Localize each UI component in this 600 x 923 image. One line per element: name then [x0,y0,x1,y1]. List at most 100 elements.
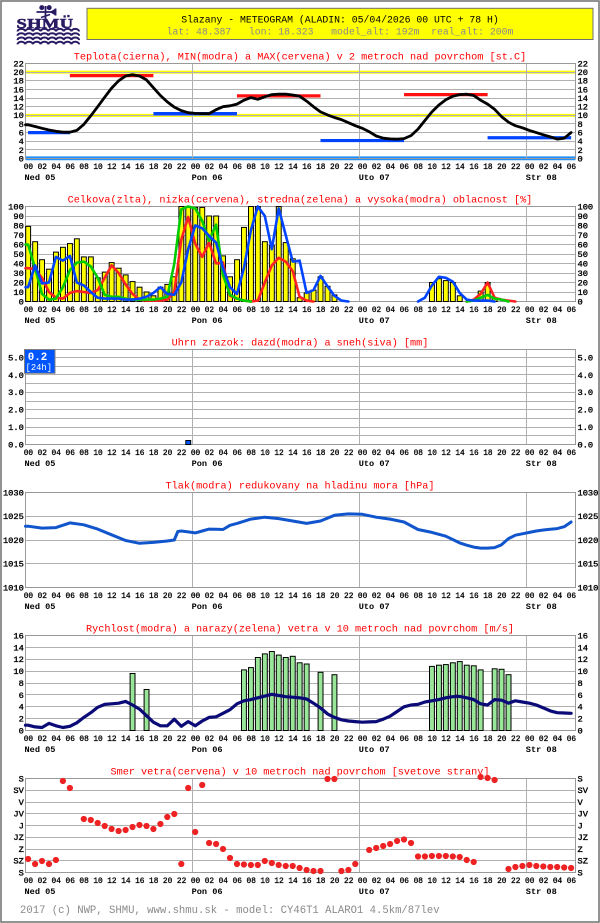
svg-text:6: 6 [578,691,583,701]
svg-text:0: 0 [578,297,583,307]
svg-text:J: J [19,821,24,831]
svg-text:Ned 05: Ned 05 [25,316,56,326]
svg-text:1025: 1025 [578,512,599,522]
svg-text:00: 00 [358,450,368,458]
svg-text:18: 18 [149,593,159,601]
svg-text:18: 18 [149,878,159,886]
svg-text:06: 06 [400,878,410,886]
svg-text:1.0: 1.0 [8,423,24,433]
svg-text:14: 14 [13,643,23,653]
svg-text:20: 20 [163,736,173,744]
svg-text:18: 18 [483,307,493,315]
svg-text:06: 06 [400,307,410,315]
svg-text:10: 10 [13,111,23,121]
svg-text:40: 40 [578,259,588,269]
svg-text:06: 06 [233,878,243,886]
svg-text:00: 00 [358,164,368,172]
svg-text:20: 20 [497,450,507,458]
svg-text:00: 00 [191,164,201,172]
svg-text:Tlak(modra) redukovany na hlad: Tlak(modra) redukovany na hladinu mora [… [166,480,435,492]
svg-text:00: 00 [24,593,34,601]
svg-text:Uto 07: Uto 07 [359,887,390,897]
svg-text:06: 06 [567,593,577,601]
svg-text:04: 04 [219,164,229,172]
svg-text:22: 22 [344,878,354,886]
svg-text:04: 04 [52,307,62,315]
svg-text:02: 02 [539,593,549,601]
svg-text:80: 80 [13,221,23,231]
svg-text:20: 20 [330,736,340,744]
svg-text:10: 10 [93,450,103,458]
svg-text:02: 02 [539,450,549,458]
svg-text:1010: 1010 [3,583,24,593]
svg-text:60: 60 [13,240,23,250]
svg-text:08: 08 [414,878,424,886]
svg-text:Uto 07: Uto 07 [359,745,390,755]
svg-text:02: 02 [205,593,215,601]
svg-text:22: 22 [344,307,354,315]
svg-text:00: 00 [525,164,535,172]
svg-text:JV: JV [13,810,24,820]
svg-text:06: 06 [66,164,76,172]
svg-text:Str 08: Str 08 [526,887,557,897]
svg-text:12: 12 [441,878,451,886]
svg-text:16: 16 [302,450,312,458]
svg-text:18: 18 [13,77,23,87]
svg-text:08: 08 [79,164,89,172]
svg-text:14: 14 [288,450,298,458]
svg-text:Ned 05: Ned 05 [25,745,56,755]
svg-text:10: 10 [578,288,588,298]
svg-text:18: 18 [316,736,326,744]
svg-text:0: 0 [19,297,24,307]
svg-text:0.0: 0.0 [578,440,594,450]
svg-text:10: 10 [93,878,103,886]
svg-text:00: 00 [525,878,535,886]
svg-text:S: S [19,868,24,878]
svg-text:20: 20 [163,164,173,172]
svg-text:6: 6 [578,129,583,139]
svg-text:12: 12 [441,450,451,458]
svg-text:14: 14 [121,878,131,886]
svg-text:22: 22 [578,59,588,69]
svg-text:22: 22 [344,736,354,744]
svg-text:16: 16 [135,450,145,458]
svg-text:Pon 06: Pon 06 [192,745,223,755]
svg-text:30: 30 [13,269,23,279]
svg-text:04: 04 [553,307,563,315]
svg-text:02: 02 [38,450,48,458]
svg-text:10: 10 [578,111,588,121]
svg-text:8: 8 [578,679,583,689]
svg-text:22: 22 [13,59,23,69]
svg-text:08: 08 [414,593,424,601]
svg-text:18: 18 [316,593,326,601]
svg-text:20: 20 [330,164,340,172]
svg-text:20: 20 [330,593,340,601]
svg-text:Str 08: Str 08 [526,316,557,326]
svg-text:Str 08: Str 08 [526,602,557,612]
svg-text:00: 00 [24,450,34,458]
svg-text:18: 18 [483,164,493,172]
svg-text:6: 6 [19,691,24,701]
svg-text:16: 16 [135,307,145,315]
svg-text:Str 08: Str 08 [526,173,557,183]
svg-text:60: 60 [578,240,588,250]
svg-text:00: 00 [191,307,201,315]
svg-text:02: 02 [38,878,48,886]
svg-text:4: 4 [578,137,583,147]
svg-text:S: S [578,868,583,878]
svg-text:Uto 07: Uto 07 [359,602,390,612]
svg-text:18: 18 [316,164,326,172]
svg-text:18: 18 [316,450,326,458]
svg-text:SZ: SZ [13,857,23,867]
svg-text:10: 10 [428,736,438,744]
svg-text:04: 04 [386,450,396,458]
svg-text:0.0: 0.0 [8,440,24,450]
svg-text:Str 08: Str 08 [526,745,557,755]
svg-text:00: 00 [191,736,201,744]
svg-text:04: 04 [219,450,229,458]
svg-text:Smer vetra(cervena) v 10 metro: Smer vetra(cervena) v 10 metroch nad pov… [110,766,489,778]
svg-text:2: 2 [578,146,583,156]
svg-text:SHMU: SHMU [17,17,74,31]
svg-text:10: 10 [260,307,270,315]
svg-text:50: 50 [578,250,588,260]
